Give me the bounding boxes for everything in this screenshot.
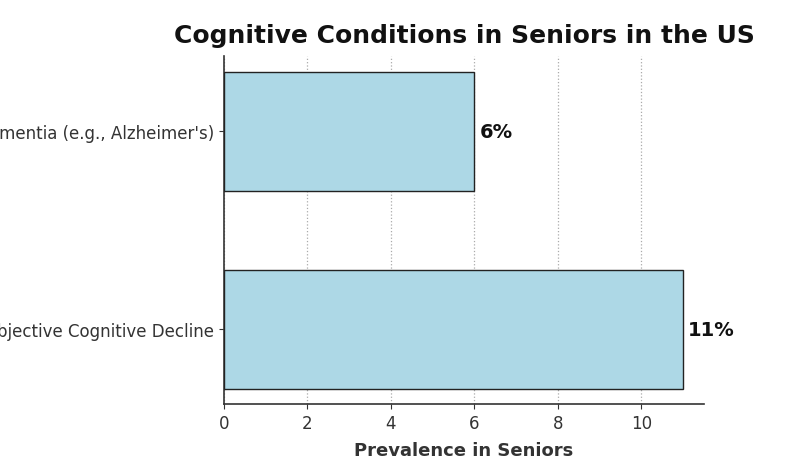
Text: 6%: 6% [479,123,513,142]
Bar [224,73,474,191]
Bar [224,270,683,389]
X-axis label: Prevalence in Seniors: Prevalence in Seniors [354,441,574,458]
Text: 11%: 11% [688,320,735,339]
Title: Cognitive Conditions in Seniors in the US: Cognitive Conditions in Seniors in the U… [174,24,754,48]
